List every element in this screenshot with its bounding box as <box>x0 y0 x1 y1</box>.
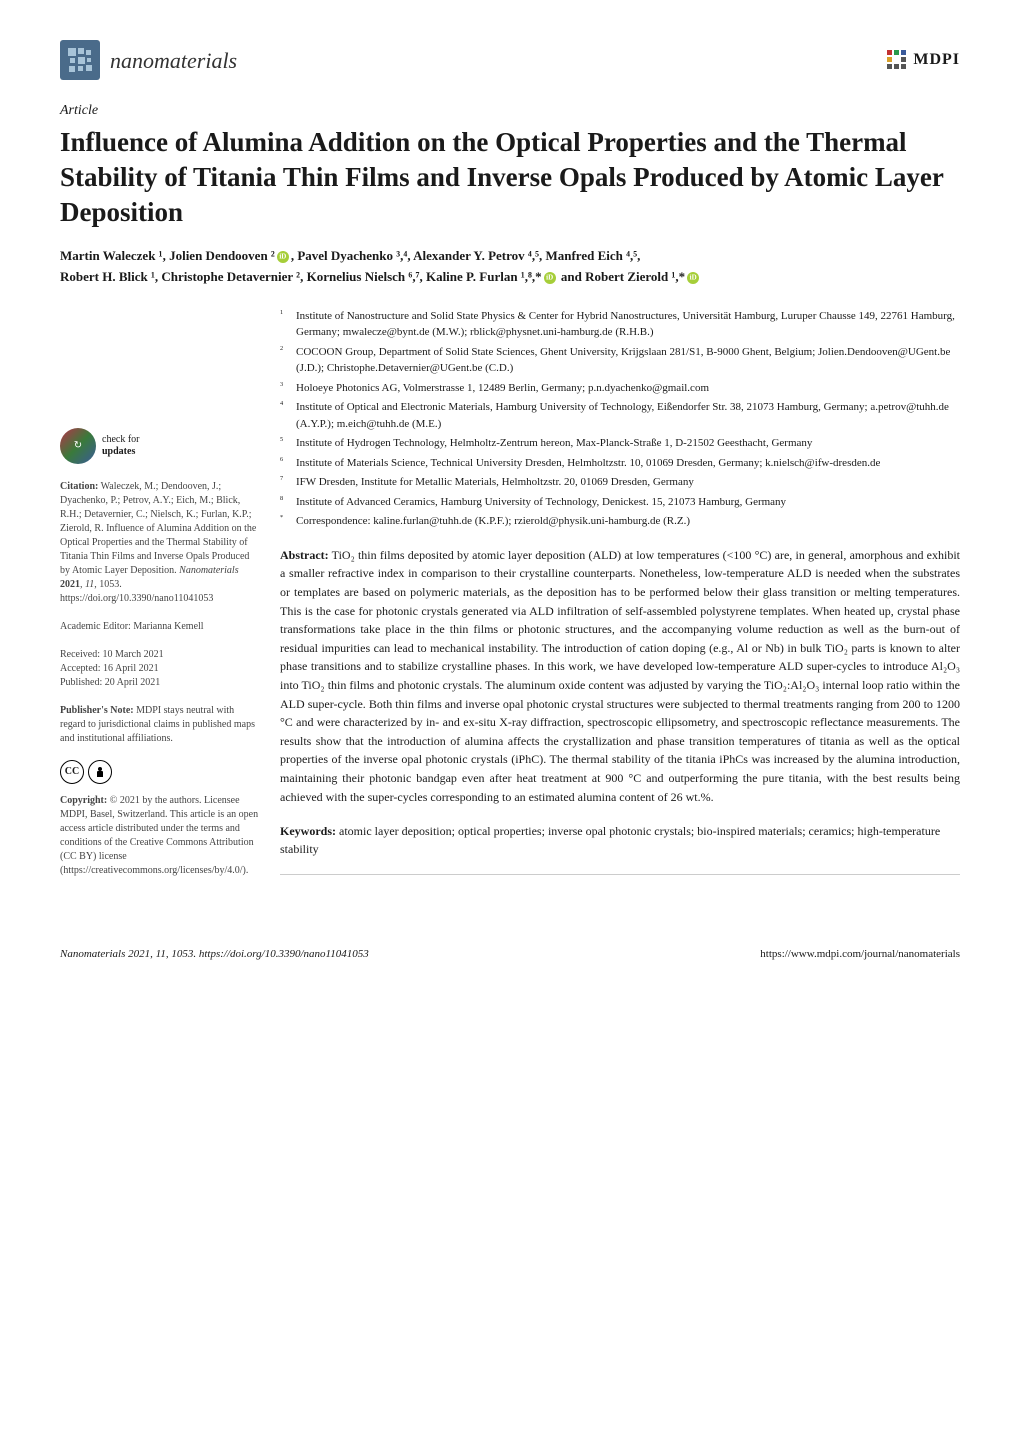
published-label: Published: <box>60 677 105 688</box>
publisher-name: MDPI <box>913 48 960 72</box>
journal-name: nanomaterials <box>110 44 237 77</box>
received-date: 10 March 2021 <box>102 649 163 660</box>
affiliation-item: 4Institute of Optical and Electronic Mat… <box>280 399 960 432</box>
authors-part2: Robert H. Blick ¹, Christophe Detavernie… <box>60 269 542 284</box>
affiliations-list: 1Institute of Nanostructure and Solid St… <box>280 308 960 530</box>
citation-year: 2021 <box>60 579 80 590</box>
footer-right: https://www.mdpi.com/journal/nanomateria… <box>760 946 960 963</box>
journal-block: nanomaterials <box>60 40 237 80</box>
abstract-block: Abstract: TiO₂ thin films deposited by a… <box>280 546 960 806</box>
affiliation-item: 8Institute of Advanced Ceramics, Hamburg… <box>280 494 960 511</box>
affiliation-number: 1 <box>280 308 296 341</box>
citation-label: Citation: <box>60 481 98 492</box>
cc-license-icons: CC <box>60 760 260 784</box>
publisher-note-label: Publisher's Note: <box>60 705 134 716</box>
article-type: Article <box>60 100 960 121</box>
dates-block: Received: 10 March 2021 Accepted: 16 Apr… <box>60 648 260 690</box>
publisher-note-block: Publisher's Note: MDPI stays neutral wit… <box>60 704 260 746</box>
affiliation-item: 6Institute of Materials Science, Technic… <box>280 455 960 472</box>
affiliation-text: Institute of Advanced Ceramics, Hamburg … <box>296 494 960 511</box>
check-updates-text: check for updates <box>102 434 139 458</box>
abstract-label: Abstract: <box>280 548 329 562</box>
affiliation-text: IFW Dresden, Institute for Metallic Mate… <box>296 474 960 491</box>
affiliation-number: 7 <box>280 474 296 491</box>
keywords-text: atomic layer deposition; optical propert… <box>280 824 940 856</box>
orcid-icon <box>687 272 699 284</box>
affiliation-text: Institute of Materials Science, Technica… <box>296 455 960 472</box>
affiliation-item: 5Institute of Hydrogen Technology, Helmh… <box>280 435 960 452</box>
citation-vol: , 11 <box>80 579 94 590</box>
affiliation-number: 3 <box>280 380 296 397</box>
affiliation-item: *Correspondence: kaline.furlan@tuhh.de (… <box>280 513 960 530</box>
affiliation-text: Correspondence: kaline.furlan@tuhh.de (K… <box>296 513 960 530</box>
affiliation-number: 2 <box>280 344 296 377</box>
affiliation-number: 4 <box>280 399 296 432</box>
by-icon <box>88 760 112 784</box>
header-row: nanomaterials MDPI <box>60 40 960 80</box>
citation-block: Citation: Waleczek, M.; Dendooven, J.; D… <box>60 480 260 606</box>
keywords-block: Keywords: atomic layer deposition; optic… <box>280 822 960 875</box>
journal-logo-icon <box>60 40 100 80</box>
affiliation-text: Institute of Nanostructure and Solid Sta… <box>296 308 960 341</box>
page-footer: Nanomaterials 2021, 11, 1053. https://do… <box>60 938 960 963</box>
abstract-text: TiO₂ thin films deposited by atomic laye… <box>280 548 960 804</box>
check-line1: check for <box>102 434 139 445</box>
footer-left: Nanomaterials 2021, 11, 1053. https://do… <box>60 946 369 963</box>
affiliation-text: Institute of Optical and Electronic Mate… <box>296 399 960 432</box>
orcid-icon <box>277 251 289 263</box>
copyright-text: © 2021 by the authors. Licensee MDPI, Ba… <box>60 795 258 876</box>
editor-label: Academic Editor: <box>60 621 133 632</box>
affiliation-item: 7IFW Dresden, Institute for Metallic Mat… <box>280 474 960 491</box>
citation-journal: Nanomaterials <box>179 565 238 576</box>
authors-part1b: , Pavel Dyachenko ³,⁴, Alexander Y. Petr… <box>291 248 641 263</box>
affiliation-text: COCOON Group, Department of Solid State … <box>296 344 960 377</box>
authors-part2b: and Robert Zierold ¹,* <box>558 269 686 284</box>
article-title: Influence of Alumina Addition on the Opt… <box>60 125 960 230</box>
affiliation-item: 2COCOON Group, Department of Solid State… <box>280 344 960 377</box>
affiliation-number: * <box>280 513 296 530</box>
keywords-label: Keywords: <box>280 824 336 838</box>
editor-name: Marianna Kemell <box>133 621 203 632</box>
affiliation-item: 3Holoeye Photonics AG, Volmerstrasse 1, … <box>280 380 960 397</box>
check-updates-icon: ↻ <box>60 428 96 464</box>
affiliation-number: 8 <box>280 494 296 511</box>
right-column: 1Institute of Nanostructure and Solid St… <box>280 308 960 878</box>
check-updates-block[interactable]: ↻ check for updates <box>60 428 260 464</box>
received-label: Received: <box>60 649 102 660</box>
affiliation-number: 6 <box>280 455 296 472</box>
affiliation-text: Holoeye Photonics AG, Volmerstrasse 1, 1… <box>296 380 960 397</box>
affiliation-number: 5 <box>280 435 296 452</box>
footer-left-text: Nanomaterials 2021, 11, 1053. https://do… <box>60 948 369 960</box>
copyright-label: Copyright: <box>60 795 107 806</box>
authors-part1: Martin Waleczek ¹, Jolien Dendooven ² <box>60 248 275 263</box>
publisher-logo: MDPI <box>885 48 960 72</box>
published-date: 20 April 2021 <box>105 677 161 688</box>
copyright-block: Copyright: © 2021 by the authors. Licens… <box>60 794 260 878</box>
sidebar: ↻ check for updates Citation: Waleczek, … <box>60 308 260 878</box>
check-line2: updates <box>102 446 135 457</box>
mdpi-icon <box>885 48 909 72</box>
authors-list: Martin Waleczek ¹, Jolien Dendooven ² , P… <box>60 246 960 288</box>
main-content: ↻ check for updates Citation: Waleczek, … <box>60 308 960 878</box>
affiliation-text: Institute of Hydrogen Technology, Helmho… <box>296 435 960 452</box>
affiliation-item: 1Institute of Nanostructure and Solid St… <box>280 308 960 341</box>
accepted-label: Accepted: <box>60 663 103 674</box>
editor-block: Academic Editor: Marianna Kemell <box>60 620 260 634</box>
cc-icon: CC <box>60 760 84 784</box>
accepted-date: 16 April 2021 <box>103 663 159 674</box>
orcid-icon <box>544 272 556 284</box>
citation-text: Waleczek, M.; Dendooven, J.; Dyachenko, … <box>60 481 256 576</box>
